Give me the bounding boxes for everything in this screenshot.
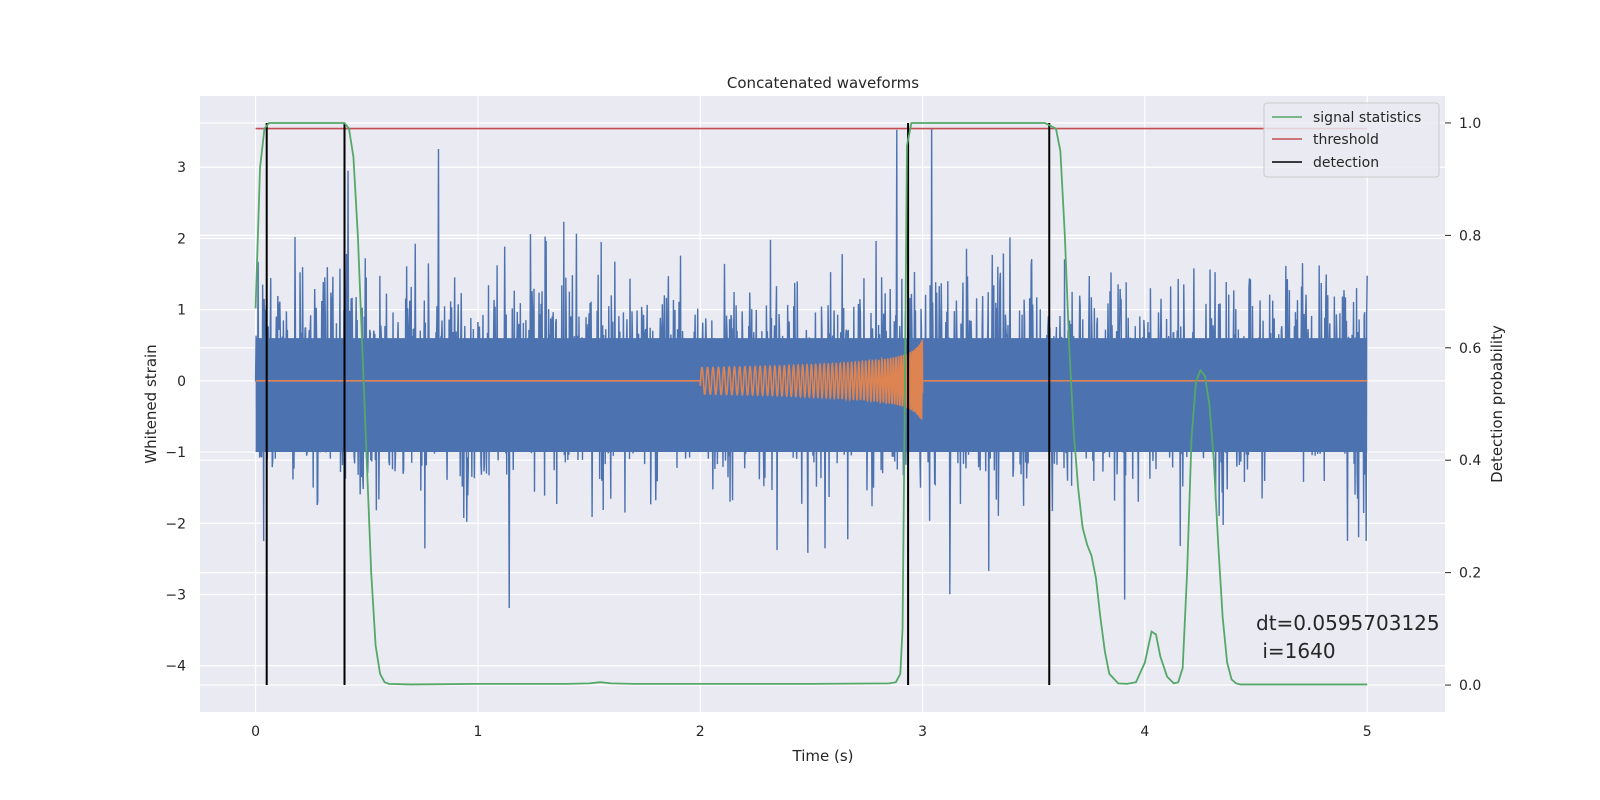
y2-tick-label: 0.2 (1459, 566, 1481, 582)
legend-label-detection: detection (1313, 155, 1379, 171)
template-series (255, 339, 1368, 420)
x-tick-label: 1 (473, 724, 482, 740)
y2-tick-label: 0.0 (1459, 678, 1481, 694)
annotation-dt: dt=0.0595703125 (1256, 611, 1440, 635)
y-tick-label: 2 (177, 231, 186, 247)
y-tick-label: 3 (177, 160, 186, 176)
strain-series (254, 128, 1368, 609)
x-tick-label: 2 (696, 724, 705, 740)
chart-title: Concatenated waveforms (727, 74, 919, 92)
y2-tick-label: 0.8 (1459, 228, 1481, 244)
x-tick-label: 4 (1140, 724, 1149, 740)
legend-label-signal-statistics: signal statistics (1313, 110, 1421, 126)
y-tick-label: −4 (165, 659, 186, 675)
signal-statistics-series (254, 122, 1368, 686)
y-tick-label: 0 (177, 374, 186, 390)
legend-box (1263, 102, 1440, 178)
y-tick-label: −2 (165, 516, 186, 532)
x-axis-label: Time (s) (792, 747, 854, 765)
y-tick-label: −3 (165, 587, 186, 603)
x-tick-label: 5 (1363, 724, 1372, 740)
y-axis-label: Whitened strain (142, 344, 160, 463)
legend: signal statistics threshold detection (1263, 102, 1440, 178)
x-tick-label: 3 (918, 724, 927, 740)
y2-tick-label: 1.0 (1459, 116, 1481, 132)
x-tick-label: 0 (251, 724, 260, 740)
axis-ticks: 0 1 2 3 4 5 −4 −3 −2 −1 0 1 2 3 0.0 0.2 0.4 0.6 0.8 1.0 (165, 116, 1481, 740)
annotation-index: i=1640 (1256, 639, 1336, 663)
signal-statistics-line (254, 122, 1368, 686)
legend-label-threshold: threshold (1313, 132, 1379, 148)
strain-core-band (255, 338, 1368, 453)
y-tick-label: 1 (177, 303, 186, 319)
detection-series (265, 122, 1051, 686)
y2-tick-label: 0.4 (1459, 453, 1481, 469)
template-line (255, 339, 1368, 420)
y2-axis-label: Detection probability (1488, 325, 1506, 483)
y-tick-label: −1 (165, 445, 186, 461)
y2-tick-label: 0.6 (1459, 341, 1481, 357)
